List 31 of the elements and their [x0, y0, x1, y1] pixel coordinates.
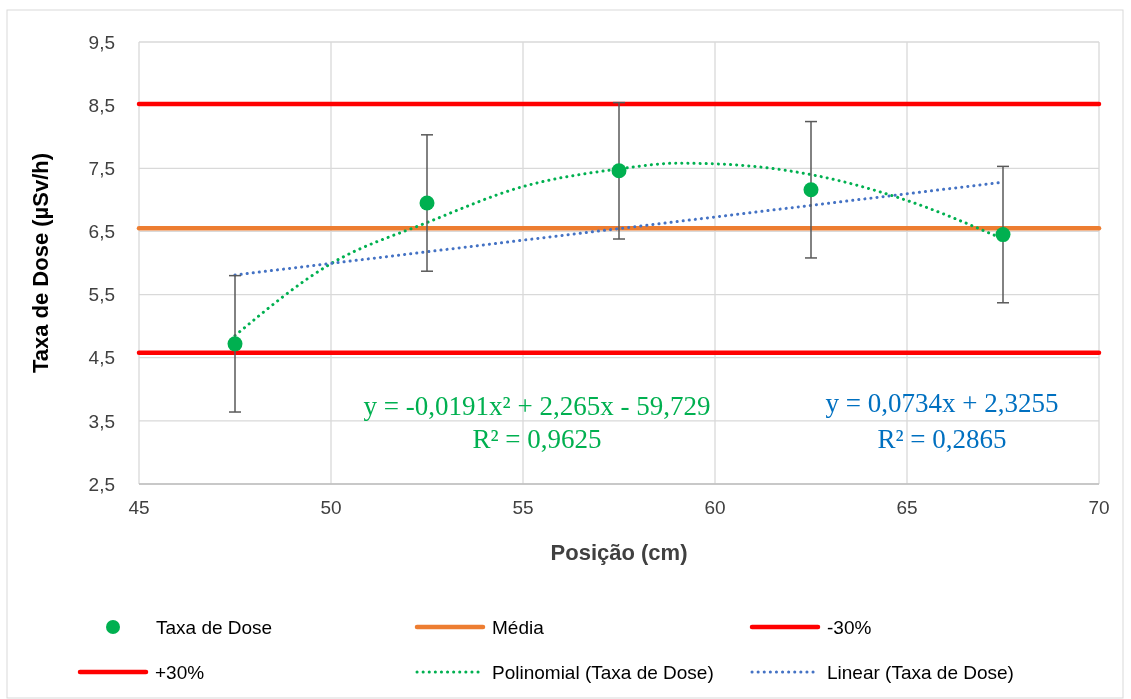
- x-tick-label: 55: [512, 497, 534, 518]
- annotation: y = -0,0191x² + 2,265x - 59,729: [363, 391, 711, 421]
- y-tick-label: 7,5: [88, 157, 115, 179]
- legend-label: Média: [492, 616, 545, 638]
- legend-label: Taxa de Dose: [156, 616, 273, 638]
- legend-label: +30%: [155, 661, 205, 683]
- y-tick-label: 6,5: [88, 221, 115, 243]
- y-tick-label: 2,5: [88, 473, 115, 495]
- point: [995, 227, 1011, 243]
- x-tick-label: 60: [704, 497, 726, 518]
- annotation: R² = 0,9625: [472, 424, 602, 454]
- point: [419, 195, 435, 211]
- annotation: R² = 0,2865: [877, 424, 1007, 454]
- point: [803, 182, 819, 198]
- x-axis-title: Posição (cm): [550, 540, 688, 565]
- legend-label: Polinomial (Taxa de Dose): [492, 661, 714, 683]
- point: [227, 336, 243, 352]
- x-tick-label: 50: [320, 497, 342, 518]
- point: [611, 163, 627, 179]
- y-tick-label: 5,5: [88, 284, 115, 306]
- y-tick-label: 3,5: [88, 410, 115, 432]
- x-tick-label: 45: [128, 497, 150, 518]
- legend-label: Linear (Taxa de Dose): [827, 661, 1014, 683]
- annotation: y = 0,0734x + 2,3255: [825, 388, 1059, 418]
- legend-label: -30%: [827, 616, 872, 638]
- y-tick-label: 4,5: [88, 347, 115, 369]
- x-tick-label: 65: [896, 497, 918, 518]
- y-axis-title: Taxa de Dose (µSv/h): [28, 152, 53, 374]
- y-tick-label: 9,5: [88, 31, 115, 53]
- y-tick-label: 8,5: [88, 94, 115, 116]
- x-tick-label: 70: [1088, 497, 1110, 518]
